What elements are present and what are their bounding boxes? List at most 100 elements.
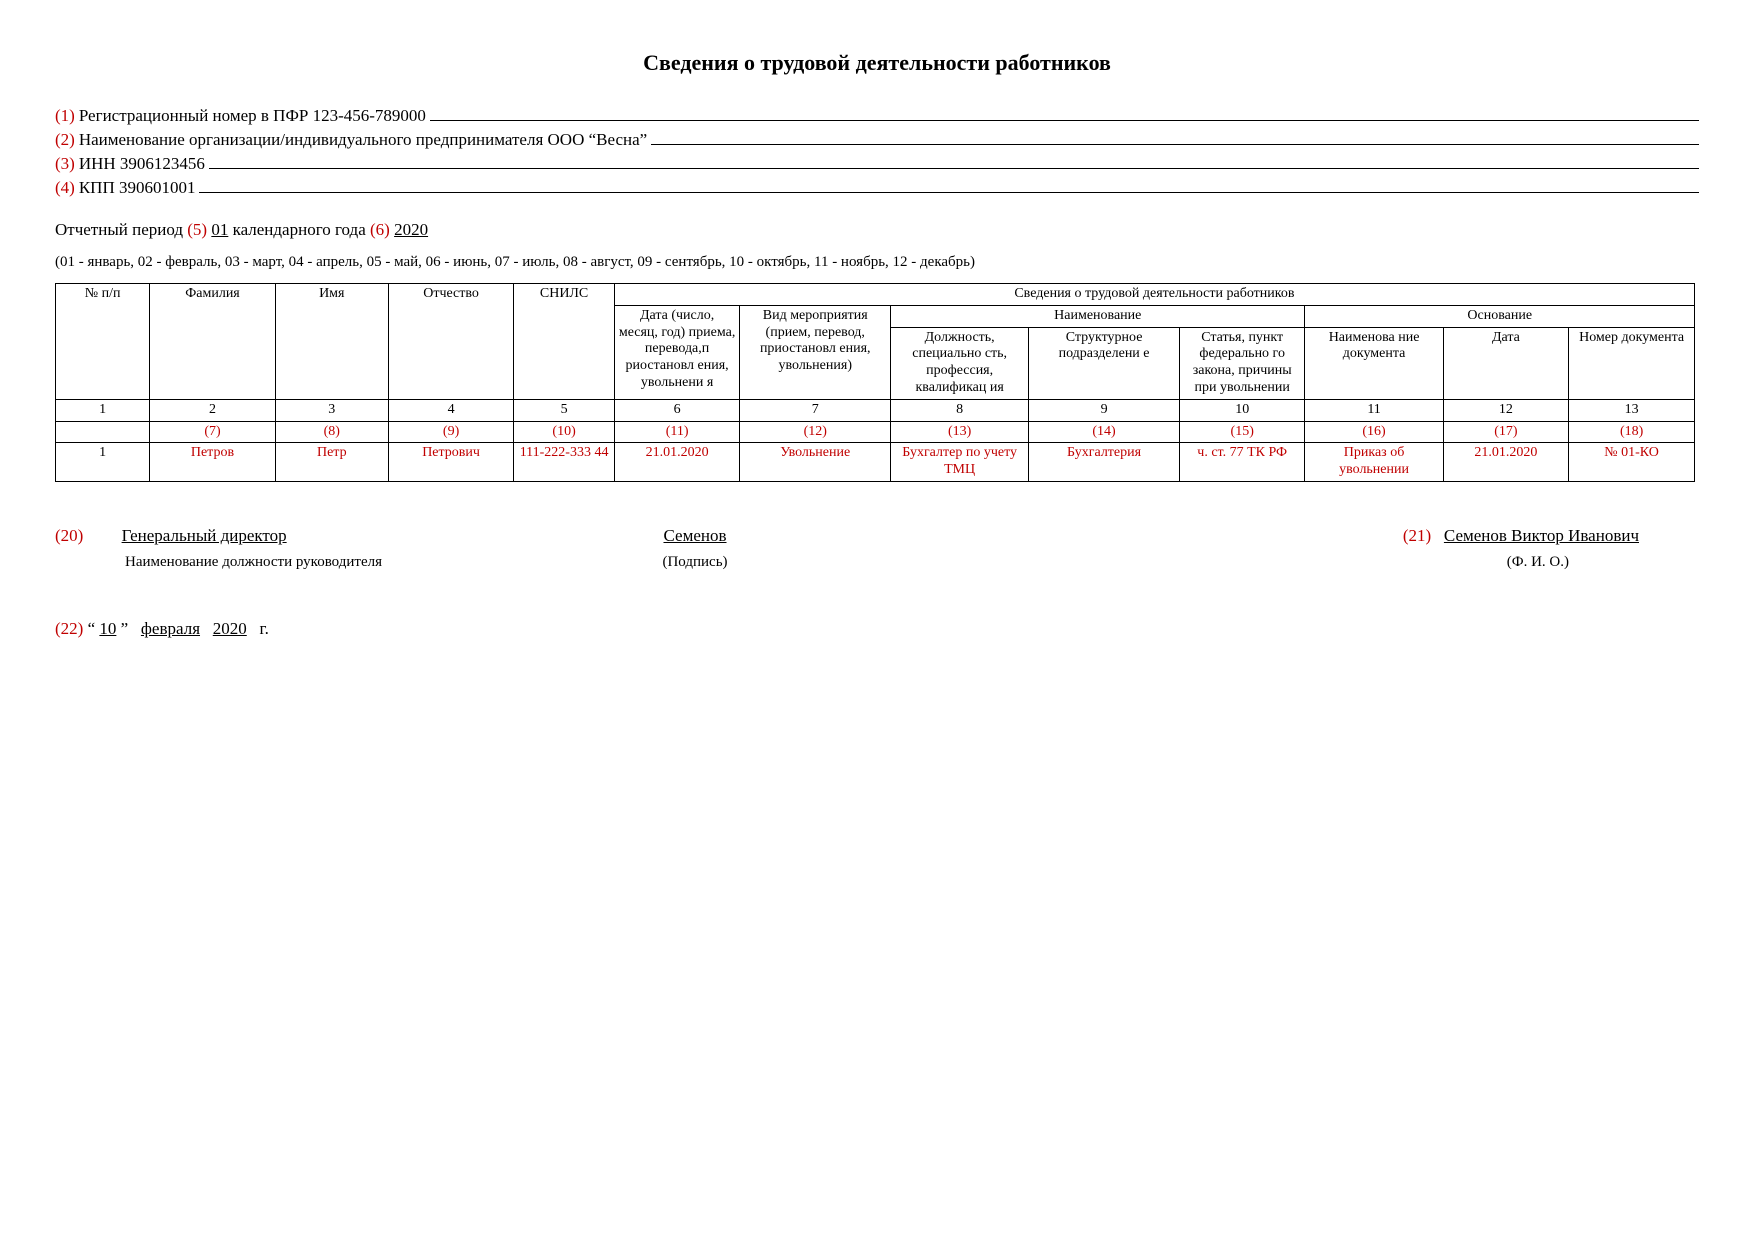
coln-5: 5 [514, 399, 614, 421]
meta-fill-1 [430, 104, 1699, 121]
date-q2: ” [121, 619, 129, 638]
th-num: № п/п [56, 284, 150, 400]
th-osnovanie: Основание [1305, 305, 1695, 327]
refn-7: (7) [150, 421, 276, 443]
th-name: Имя [275, 284, 388, 400]
column-number-row: 1 2 3 4 5 6 7 8 9 10 11 12 13 [56, 399, 1695, 421]
th-super: Сведения о трудовой деятельности работни… [614, 284, 1694, 306]
document-title: Сведения о трудовой деятельности работни… [55, 50, 1699, 76]
date-month: февраля [141, 619, 200, 638]
th-event-type: Вид мероприятия (прием, перевод, приоста… [740, 305, 891, 399]
th-department: Структурное подразделени е [1029, 327, 1180, 399]
th-docname: Наименова ние документа [1305, 327, 1443, 399]
months-legend: (01 - январь, 02 - февраль, 03 - март, 0… [55, 254, 1699, 271]
coln-13: 13 [1569, 399, 1695, 421]
th-surname: Фамилия [150, 284, 276, 400]
sign-signature-caption: (Подпись) [485, 554, 905, 571]
meta-fill-4 [199, 176, 1699, 193]
sign-num-20: (20) [55, 526, 83, 545]
th-snils: СНИЛС [514, 284, 614, 400]
employment-table: № п/п Фамилия Имя Отчество СНИЛС Сведени… [55, 283, 1695, 482]
refn-empty [56, 421, 150, 443]
meta-row-1: (1) Регистрационный номер в ПФР 123-456-… [55, 104, 1699, 126]
refn-12: (12) [740, 421, 891, 443]
coln-2: 2 [150, 399, 276, 421]
refn-13: (13) [891, 421, 1029, 443]
meta-label-4: КПП 390601001 [79, 178, 196, 198]
th-date: Дата (число, месяц, год) приема, перевод… [614, 305, 740, 399]
refn-9: (9) [388, 421, 514, 443]
table-row: 1 Петров Петр Петрович 111-222-333 44 21… [56, 443, 1695, 482]
refn-17: (17) [1443, 421, 1569, 443]
cell-law: ч. ст. 77 ТК РФ [1179, 443, 1305, 482]
coln-3: 3 [275, 399, 388, 421]
period-line: Отчетный период (5) 01 календарного года… [55, 220, 1699, 240]
refn-16: (16) [1305, 421, 1443, 443]
th-docdate: Дата [1443, 327, 1569, 399]
cell-num: 1 [56, 443, 150, 482]
coln-12: 12 [1443, 399, 1569, 421]
cell-snils: 111-222-333 44 [514, 443, 614, 482]
cell-docnum: № 01-КО [1569, 443, 1695, 482]
cell-docname: Приказ об увольнении [1305, 443, 1443, 482]
th-naimenovanie: Наименование [891, 305, 1305, 327]
refn-14: (14) [1029, 421, 1180, 443]
th-docnum: Номер документа [1569, 327, 1695, 399]
sign-fio-caption: (Ф. И. О.) [905, 554, 1639, 571]
date-suffix: г. [260, 619, 269, 638]
meta-label-1: Регистрационный номер в ПФР 123-456-7890… [79, 106, 426, 126]
meta-label-2: Наименование организации/индивидуального… [79, 130, 647, 150]
coln-6: 6 [614, 399, 740, 421]
meta-num-1: (1) [55, 106, 75, 126]
cell-docdate: 21.01.2020 [1443, 443, 1569, 482]
th-law: Статья, пункт федерально го закона, прич… [1179, 327, 1305, 399]
refn-8: (8) [275, 421, 388, 443]
coln-1: 1 [56, 399, 150, 421]
cell-position: Бухгалтер по учету ТМЦ [891, 443, 1029, 482]
coln-8: 8 [891, 399, 1029, 421]
period-month: 01 [211, 220, 228, 239]
refn-10: (10) [514, 421, 614, 443]
th-position: Должность, специально сть, профессия, кв… [891, 327, 1029, 399]
signature-block: (20) Генеральный директор Наименование д… [55, 526, 1699, 571]
meta-num-2: (2) [55, 130, 75, 150]
cell-date: 21.01.2020 [614, 443, 740, 482]
sign-num-21: (21) [1403, 526, 1431, 545]
meta-row-3: (3) ИНН 3906123456 [55, 152, 1699, 174]
sign-signature: Семенов [663, 526, 726, 545]
cell-department: Бухгалтерия [1029, 443, 1180, 482]
date-q1: “ [88, 619, 96, 638]
coln-4: 4 [388, 399, 514, 421]
cell-patronymic: Петрович [388, 443, 514, 482]
sign-position: Генеральный директор [122, 526, 287, 545]
cell-event-type: Увольнение [740, 443, 891, 482]
sign-fio: Семенов Виктор Иванович [1444, 526, 1639, 545]
sign-position-caption: Наименование должности руководителя [55, 554, 485, 571]
meta-num-4: (4) [55, 178, 75, 198]
date-day: 10 [99, 619, 116, 638]
date-year: 2020 [213, 619, 247, 638]
meta-row-2: (2) Наименование организации/индивидуаль… [55, 128, 1699, 150]
ref-number-row: (7) (8) (9) (10) (11) (12) (13) (14) (15… [56, 421, 1695, 443]
coln-11: 11 [1305, 399, 1443, 421]
period-num-6: (6) [370, 220, 390, 239]
refn-18: (18) [1569, 421, 1695, 443]
date-line: (22) “ 10 ” февраля 2020 г. [55, 619, 1699, 639]
th-patronymic: Отчество [388, 284, 514, 400]
period-label-2: календарного года [233, 220, 366, 239]
meta-row-4: (4) КПП 390601001 [55, 176, 1699, 198]
cell-name: Петр [275, 443, 388, 482]
period-num-5: (5) [187, 220, 207, 239]
cell-surname: Петров [150, 443, 276, 482]
meta-num-3: (3) [55, 154, 75, 174]
meta-label-3: ИНН 3906123456 [79, 154, 205, 174]
meta-fill-2 [651, 128, 1699, 145]
coln-7: 7 [740, 399, 891, 421]
refn-15: (15) [1179, 421, 1305, 443]
period-year: 2020 [394, 220, 428, 239]
period-label-1: Отчетный период [55, 220, 183, 239]
refn-11: (11) [614, 421, 740, 443]
coln-10: 10 [1179, 399, 1305, 421]
meta-fill-3 [209, 152, 1699, 169]
coln-9: 9 [1029, 399, 1180, 421]
